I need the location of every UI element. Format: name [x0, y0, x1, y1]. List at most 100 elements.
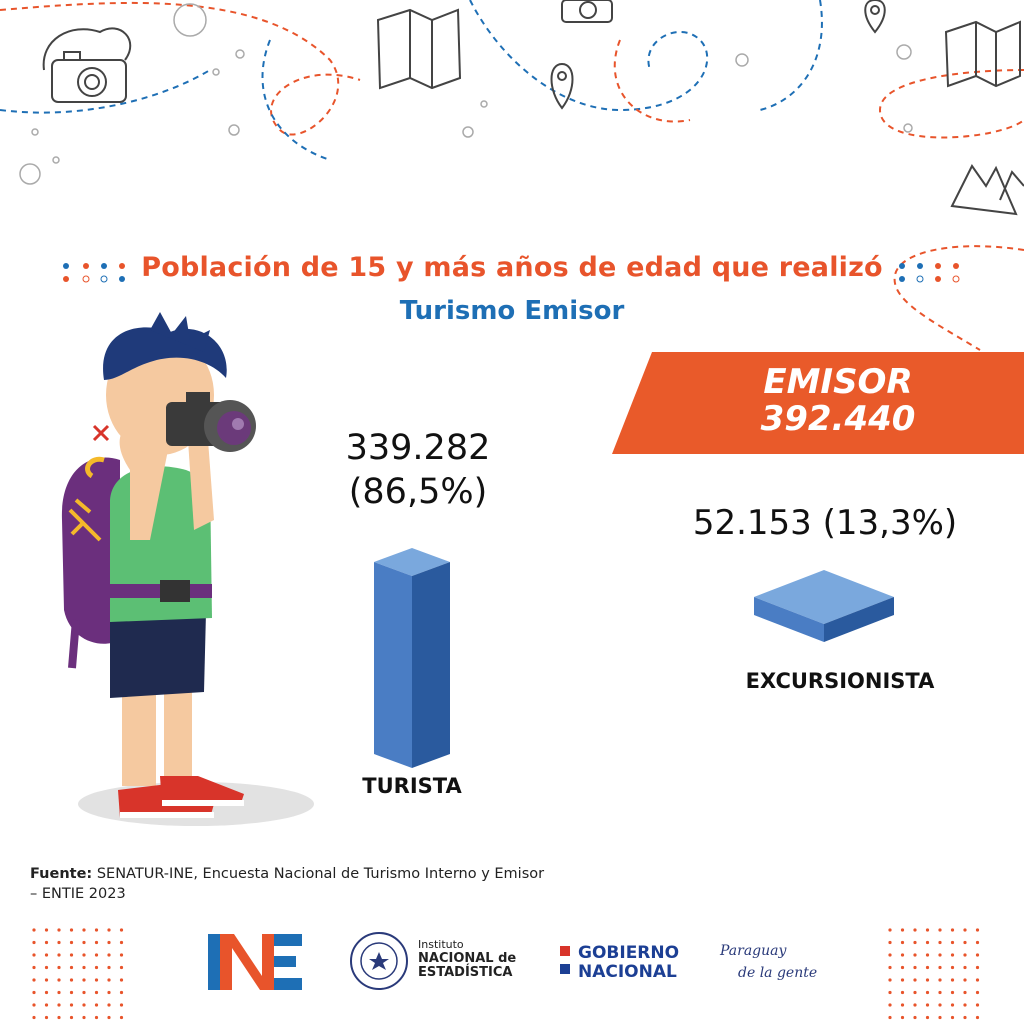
grid-dot	[938, 940, 942, 945]
title-dots-right	[899, 263, 960, 283]
grid-dot	[900, 940, 905, 945]
grid-dot	[925, 978, 930, 982]
grid-dot	[913, 965, 917, 970]
grid-dot	[888, 953, 892, 957]
grid-dot	[938, 1015, 942, 1020]
grid-dot	[938, 990, 942, 995]
grid-dot	[950, 978, 955, 982]
grid-dot	[82, 953, 86, 957]
grid-dot	[963, 1003, 967, 1007]
grid-dot	[950, 965, 955, 970]
paraguay-seal-icon	[350, 932, 408, 990]
bar-excursionista	[754, 570, 894, 642]
grid-dot	[107, 953, 111, 957]
grid-dot	[963, 965, 967, 970]
grid-dot	[938, 1003, 942, 1007]
grid-dot	[888, 978, 892, 982]
grid-dot	[44, 1003, 49, 1007]
circle-decor	[735, 53, 749, 67]
camera-sketch-icon	[42, 27, 132, 103]
grid-dot	[975, 978, 980, 982]
grid-dot	[32, 1015, 36, 1020]
circle-decor	[212, 68, 220, 76]
grid-dot	[32, 953, 36, 957]
grid-dot	[119, 965, 124, 970]
grid-dot	[69, 1003, 74, 1007]
circle-decor	[896, 44, 912, 60]
grid-dot	[107, 965, 111, 970]
dashed-path-blue-2	[759, 0, 823, 111]
grid-dot	[44, 940, 49, 945]
grid-dot	[107, 928, 111, 932]
grid-dot	[94, 953, 99, 957]
location-pin-icon	[550, 62, 574, 110]
grid-dot	[950, 1003, 955, 1007]
grid-dot	[938, 953, 942, 957]
grid-dot	[57, 1015, 61, 1020]
grid-dot	[107, 1003, 111, 1007]
excursionista-value-label: 52.153 (13,3%)	[692, 503, 958, 543]
grid-dot	[44, 990, 49, 995]
grid-dot	[888, 1003, 892, 1007]
grid-dot	[69, 978, 74, 982]
grid-dot	[44, 1015, 49, 1020]
turista-value-label: 339.282 (86,5%)	[328, 426, 508, 514]
grid-dot	[925, 965, 930, 970]
grid-dot	[32, 990, 36, 995]
grid-dot	[938, 978, 942, 982]
grid-dot	[975, 940, 980, 945]
grid-dot	[94, 965, 99, 970]
ine-logo	[208, 934, 302, 990]
grid-dot	[963, 978, 967, 982]
grid-dot	[69, 965, 74, 970]
grid-dot	[913, 940, 917, 945]
grid-dot	[57, 965, 61, 970]
bar-turista	[374, 548, 450, 768]
grid-dot	[82, 965, 86, 970]
grid-dot	[975, 928, 980, 932]
grid-dot	[119, 928, 124, 932]
grid-dot	[963, 990, 967, 995]
grid-dot	[925, 1003, 930, 1007]
grid-dot	[913, 928, 917, 932]
grid-dot	[94, 1003, 99, 1007]
grid-dot	[82, 990, 86, 995]
grid-dot	[57, 953, 61, 957]
grid-dot	[950, 953, 955, 957]
circle-decor	[903, 123, 913, 133]
dot-grid-left	[32, 928, 124, 1020]
grid-dot	[900, 928, 905, 932]
location-pin-icon	[864, 0, 886, 34]
grid-dot	[82, 940, 86, 945]
grid-dot	[94, 1015, 99, 1020]
circle-decor	[173, 3, 207, 37]
grid-dot	[32, 965, 36, 970]
grid-dot	[94, 990, 99, 995]
grid-dot	[119, 990, 124, 995]
grid-dot	[94, 928, 99, 932]
dashed-path-blue-1	[469, 0, 709, 112]
grid-dot	[119, 1003, 124, 1007]
grid-dot	[925, 1015, 930, 1020]
grid-dot	[94, 940, 99, 945]
grid-dot	[950, 928, 955, 932]
grid-dot	[32, 940, 36, 945]
grid-dot	[950, 990, 955, 995]
grid-dot	[888, 990, 892, 995]
emisor-banner-text: EMISOR 392.440	[718, 364, 958, 438]
grid-dot	[69, 1015, 74, 1020]
emisor-label: EMISOR	[763, 362, 913, 402]
dashed-path-orange-2	[613, 39, 691, 123]
grid-dot	[950, 940, 955, 945]
circle-decor	[31, 128, 39, 136]
grid-dot	[32, 928, 36, 932]
folded-map-icon	[376, 8, 462, 90]
circle-decor	[52, 156, 60, 164]
grid-dot	[107, 1015, 111, 1020]
grid-dot	[925, 953, 930, 957]
grid-dot	[69, 940, 74, 945]
grid-dot	[107, 978, 111, 982]
excursionista-category-label: EXCURSIONISTA	[745, 669, 935, 693]
grid-dot	[900, 965, 905, 970]
